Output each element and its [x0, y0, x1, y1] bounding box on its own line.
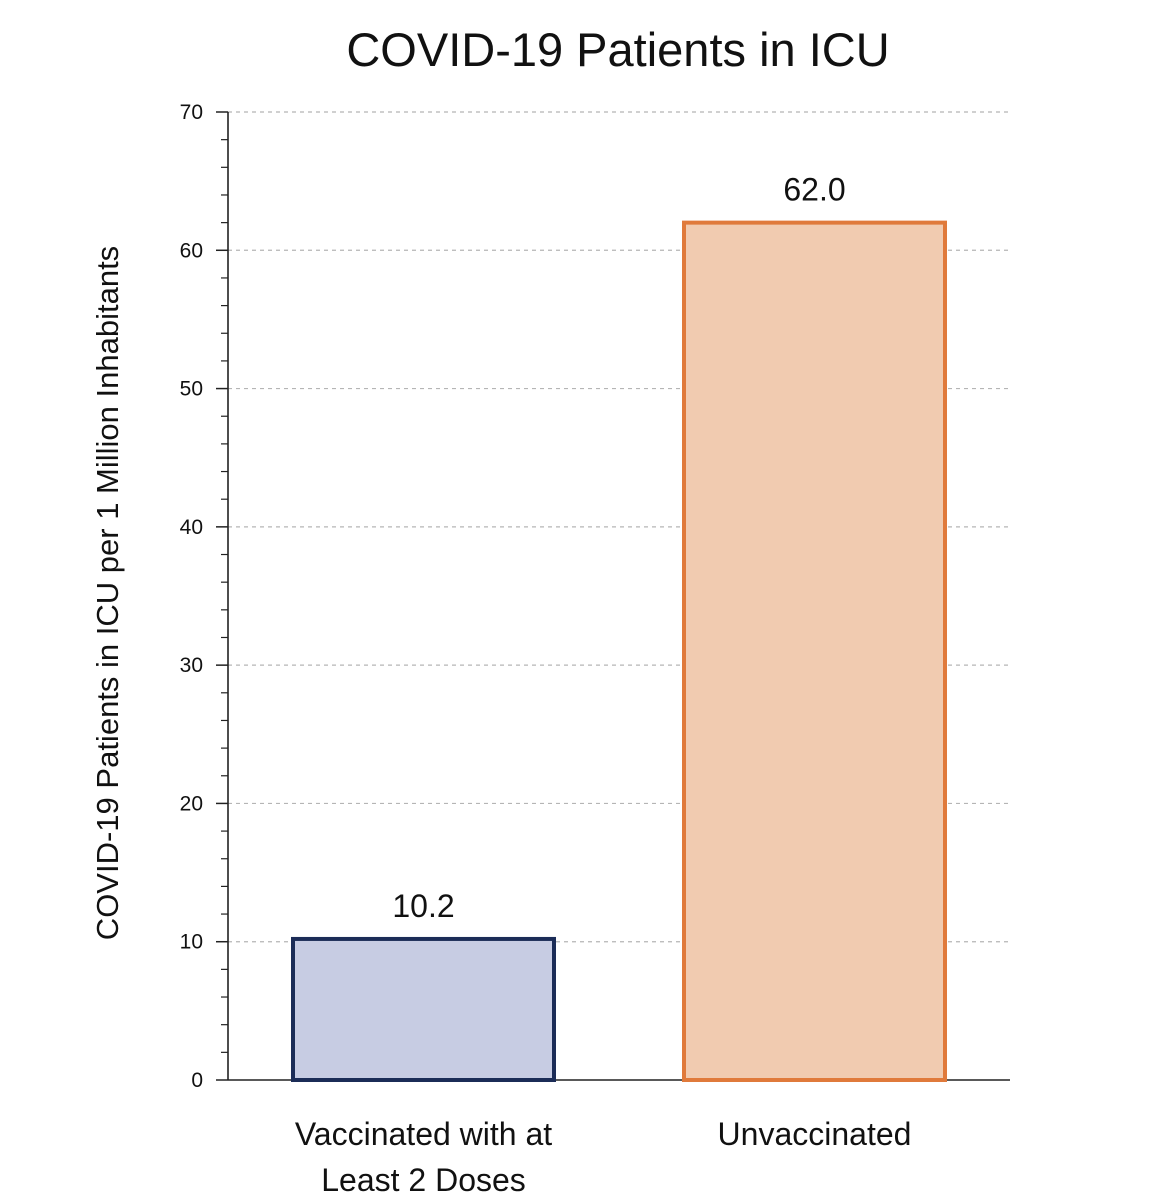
category-label-line: Vaccinated with at	[295, 1116, 552, 1152]
chart-title: COVID-19 Patients in ICU	[346, 23, 890, 76]
category-label-1: Unvaccinated	[718, 1116, 912, 1152]
y-tick-label: 70	[180, 101, 203, 124]
y-tick-label: 0	[191, 1069, 203, 1092]
data-label-1: 62.0	[783, 172, 845, 208]
bars	[291, 220, 947, 1082]
y-tick-label: 50	[180, 378, 203, 401]
y-axis-title: COVID-19 Patients in ICU per 1 Million I…	[90, 246, 125, 940]
y-tick-label: 60	[180, 239, 203, 262]
bar-1	[682, 220, 947, 1082]
labels: 0 10 20 30 40 50 60 70 10.2 Vaccinated with at Lea…	[90, 101, 911, 1198]
category-label-line: Least 2 Doses	[321, 1162, 526, 1198]
y-tick-label: 30	[180, 654, 203, 677]
y-tick-label: 40	[180, 516, 203, 539]
category-label-0: Vaccinated with at Least 2 Doses	[295, 1116, 552, 1198]
y-tick-label: 10	[180, 931, 203, 954]
category-label-line: Unvaccinated	[718, 1116, 912, 1152]
data-label-0: 10.2	[392, 888, 454, 924]
bar-0	[291, 936, 556, 1082]
y-tick-label: 20	[180, 792, 203, 815]
